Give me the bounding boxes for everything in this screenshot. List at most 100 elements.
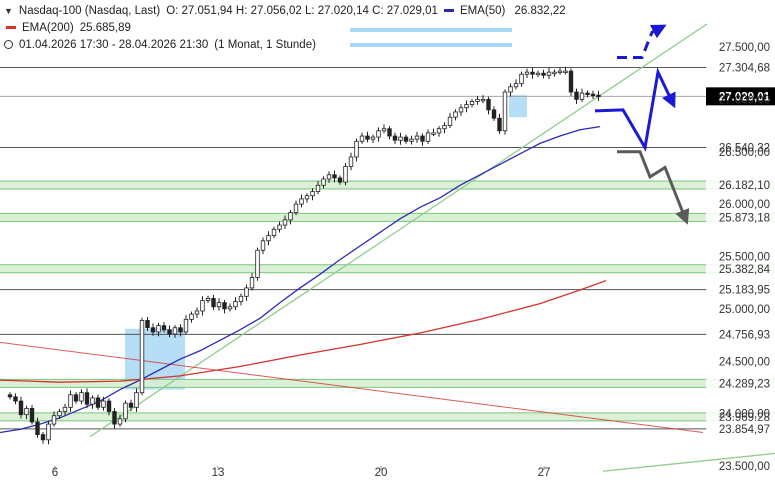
candle-body	[216, 302, 222, 308]
clock-icon	[4, 40, 13, 50]
level-band	[0, 264, 775, 273]
bear-scenario-arrow	[617, 150, 690, 225]
y-tick-label: 26.000,00	[719, 199, 770, 211]
candle-body	[420, 135, 425, 142]
candle-body	[35, 421, 40, 435]
scenario-arrows	[594, 24, 690, 225]
candle-body	[370, 136, 376, 140]
candle-body	[337, 177, 343, 183]
y-tick-label: 25.500,00	[719, 252, 770, 264]
y-tick-label: 24.500,00	[719, 356, 770, 368]
candle-body	[277, 224, 282, 230]
candle-body	[310, 191, 315, 197]
x-tick-label: 27	[538, 467, 551, 479]
candle-body	[552, 71, 557, 75]
candle-body	[79, 392, 84, 402]
candle-body	[128, 402, 134, 408]
candle-body	[497, 117, 502, 132]
current-price-tag	[706, 87, 775, 106]
candle-body	[392, 135, 398, 141]
candle-body	[568, 70, 574, 93]
level-label-bg	[706, 375, 775, 392]
candle-body	[150, 327, 156, 333]
level-label: 24.756,93	[719, 329, 770, 341]
candle-body	[68, 394, 73, 408]
candle-body	[519, 73, 524, 85]
candle-body	[513, 83, 519, 88]
candle-body	[222, 302, 227, 310]
horizontal-levels: 27.304,68 27.029,01 26.540,32 26.182,10 25.8…	[0, 59, 775, 437]
candle-body	[299, 198, 304, 205]
candle-body	[40, 434, 46, 441]
interval: (1 Monat, 1 Stunde)	[214, 39, 316, 51]
level-label: 26.182,10	[719, 180, 770, 192]
candle-body	[436, 128, 442, 134]
candle-body	[348, 156, 354, 167]
candle-body	[46, 423, 51, 441]
candle-body	[13, 396, 18, 402]
ema200-value: 25.685,89	[79, 22, 131, 34]
candle-body	[321, 178, 326, 186]
axes: 23.500,00 24.000,00 24.500,00 25.000,00 25.5…	[52, 42, 770, 479]
level-label: 25.183,95	[719, 285, 770, 297]
candle-body	[354, 140, 359, 158]
candle-body	[376, 130, 381, 138]
level-band	[0, 379, 775, 388]
candle-body	[51, 415, 57, 425]
candle-body	[7, 394, 13, 398]
collapse-chevron-icon[interactable]: ▼	[4, 6, 13, 16]
candle-body	[211, 297, 216, 308]
candle-body	[414, 135, 420, 140]
candle-body	[249, 277, 255, 289]
candle-body	[139, 319, 145, 394]
candle-body	[24, 407, 29, 416]
candle-body	[183, 318, 189, 333]
level-label-bg	[706, 326, 775, 343]
candle-body	[579, 92, 585, 100]
level-band	[0, 213, 775, 222]
candle-body	[387, 128, 392, 137]
candle-body	[563, 70, 568, 73]
bull-scenario-arrow	[594, 67, 676, 152]
candle-body	[596, 94, 601, 98]
candle-body	[431, 132, 436, 135]
level-band	[0, 412, 775, 421]
candle-body	[365, 135, 370, 140]
candle-body	[238, 295, 244, 302]
header-row-3: 01.04.2026 17:30 - 28.04.2026 21:30 (1 Mo…	[0, 37, 322, 53]
candle-body	[332, 174, 337, 179]
ema200-line	[0, 279, 607, 383]
candle-body	[326, 174, 332, 180]
candle-body	[266, 235, 271, 242]
candle-body	[244, 287, 249, 297]
candle-body	[90, 397, 95, 405]
header-zone-bar	[350, 43, 512, 47]
candle-body	[112, 411, 117, 425]
candle-body	[343, 166, 348, 183]
ohlc-values: O: 27.051,94 H: 27.056,02 L: 27.020,14 C…	[166, 5, 438, 17]
candle-body	[447, 116, 453, 126]
trend-lines	[0, 23, 775, 472]
candle-body	[590, 93, 596, 97]
candle-body	[73, 394, 79, 402]
candle-body	[117, 418, 123, 425]
candle-body	[524, 71, 530, 75]
candle-body	[123, 402, 128, 420]
x-tick-label: 20	[375, 467, 388, 479]
y-tick-label: 24.000,00	[719, 409, 770, 421]
candle-body	[145, 319, 150, 329]
header-zone-bar	[350, 28, 512, 32]
candle-body	[172, 327, 178, 335]
highlight-zone	[509, 95, 527, 118]
level-label: 24.289,23	[719, 378, 770, 390]
ema50-label: EMA(50)	[459, 5, 506, 17]
level-label-bg	[706, 281, 775, 298]
candle-body	[359, 135, 365, 142]
candle-body	[469, 101, 475, 106]
candle-body	[464, 104, 469, 109]
ema50-legend: EMA(50) 26.832,22	[443, 5, 572, 17]
trend-line	[602, 452, 775, 472]
candle-body	[508, 86, 513, 93]
candle-body	[156, 325, 161, 333]
